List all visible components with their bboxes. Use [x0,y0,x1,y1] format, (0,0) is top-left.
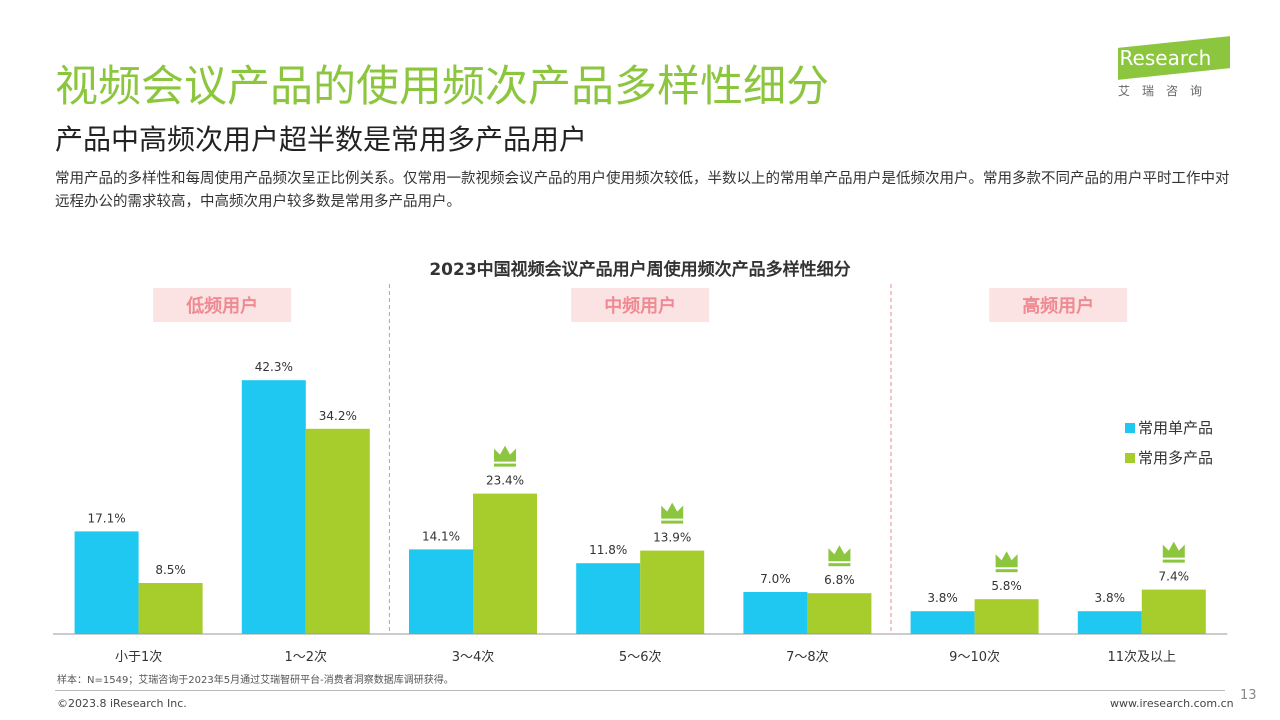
group-label-bg [571,288,710,322]
bar-multi [473,493,537,634]
page-subtitle: 产品中高频次用户超半数是常用多产品用户 [55,123,588,156]
chart-title: 2023中国视频会议产品用户周使用频次产品多样性细分 [429,259,850,280]
x-tick-label: 11次及以上 [1108,649,1177,665]
data-label: 3.8% [927,591,958,605]
data-label: 8.5% [155,563,186,577]
legend-label: 常用多产品 [1138,449,1213,467]
crown-icon [1162,541,1185,563]
iresearch-logo: iResearch 艾瑞咨询 [1110,36,1235,100]
bar-single [409,549,473,634]
data-label: 17.1% [88,511,126,525]
x-tick-label: 5～6次 [619,649,662,665]
logo-subtext: 艾瑞咨询 [1118,84,1215,98]
bar-single [576,563,641,634]
data-label: 42.3% [255,360,293,374]
crown-icon [995,551,1018,573]
bar-single [241,380,306,634]
footnote: 样本：N=1549；艾瑞咨询于2023年5月通过艾瑞智研平台-消费者洞察数据库调… [57,675,454,686]
bar-single [74,531,139,634]
x-tick-label: 1～2次 [285,649,328,665]
bar-multi [305,428,370,634]
group-label: 高频用户 [1022,295,1094,317]
copyright: ©2023.8 iResearch Inc. [57,697,187,710]
bar-multi [1141,589,1206,634]
x-tick-label: 9～10次 [949,649,1000,665]
website-link[interactable]: www.iresearch.com.cn [1110,697,1234,710]
page-title: 视频会议产品的使用频次产品多样性细分 [55,62,829,112]
group-label-bg [989,288,1128,322]
data-label: 5.8% [991,579,1022,593]
crown-icon [494,445,516,467]
footer-divider [55,690,1225,691]
data-label: 14.1% [422,529,460,543]
x-tick-label: 小于1次 [115,649,162,665]
legend-swatch [1125,423,1135,433]
bar-multi [974,599,1039,634]
x-tick-label: 3～4次 [452,649,495,665]
bar-single [910,611,975,634]
data-label: 11.8% [589,543,627,557]
data-label: 34.2% [319,409,357,423]
data-label: 6.8% [824,573,855,587]
bar-multi [807,593,872,634]
data-label: 3.8% [1095,591,1126,605]
logo-text: iResearch [1114,46,1212,70]
page-number: 13 [1240,688,1257,703]
data-label: 7.4% [1159,570,1190,584]
crown-icon [661,502,684,524]
group-label: 中频用户 [604,295,676,317]
legend-label: 常用单产品 [1138,419,1213,437]
legend-swatch [1125,453,1135,463]
group-label-bg [153,288,292,322]
data-label: 13.9% [653,531,691,545]
crown-icon [828,545,851,567]
data-label: 7.0% [760,572,791,586]
x-tick-label: 7～8次 [786,649,829,665]
data-label: 23.4% [486,474,524,488]
bar-multi [640,550,705,634]
bar-single [743,592,808,634]
page-description: 常用产品的多样性和每周使用产品频次呈正比例关系。仅常用一款视频会议产品的用户使用… [55,171,1230,210]
bar-multi [138,583,203,634]
group-label: 低频用户 [185,295,258,317]
bar-single [1077,611,1142,634]
